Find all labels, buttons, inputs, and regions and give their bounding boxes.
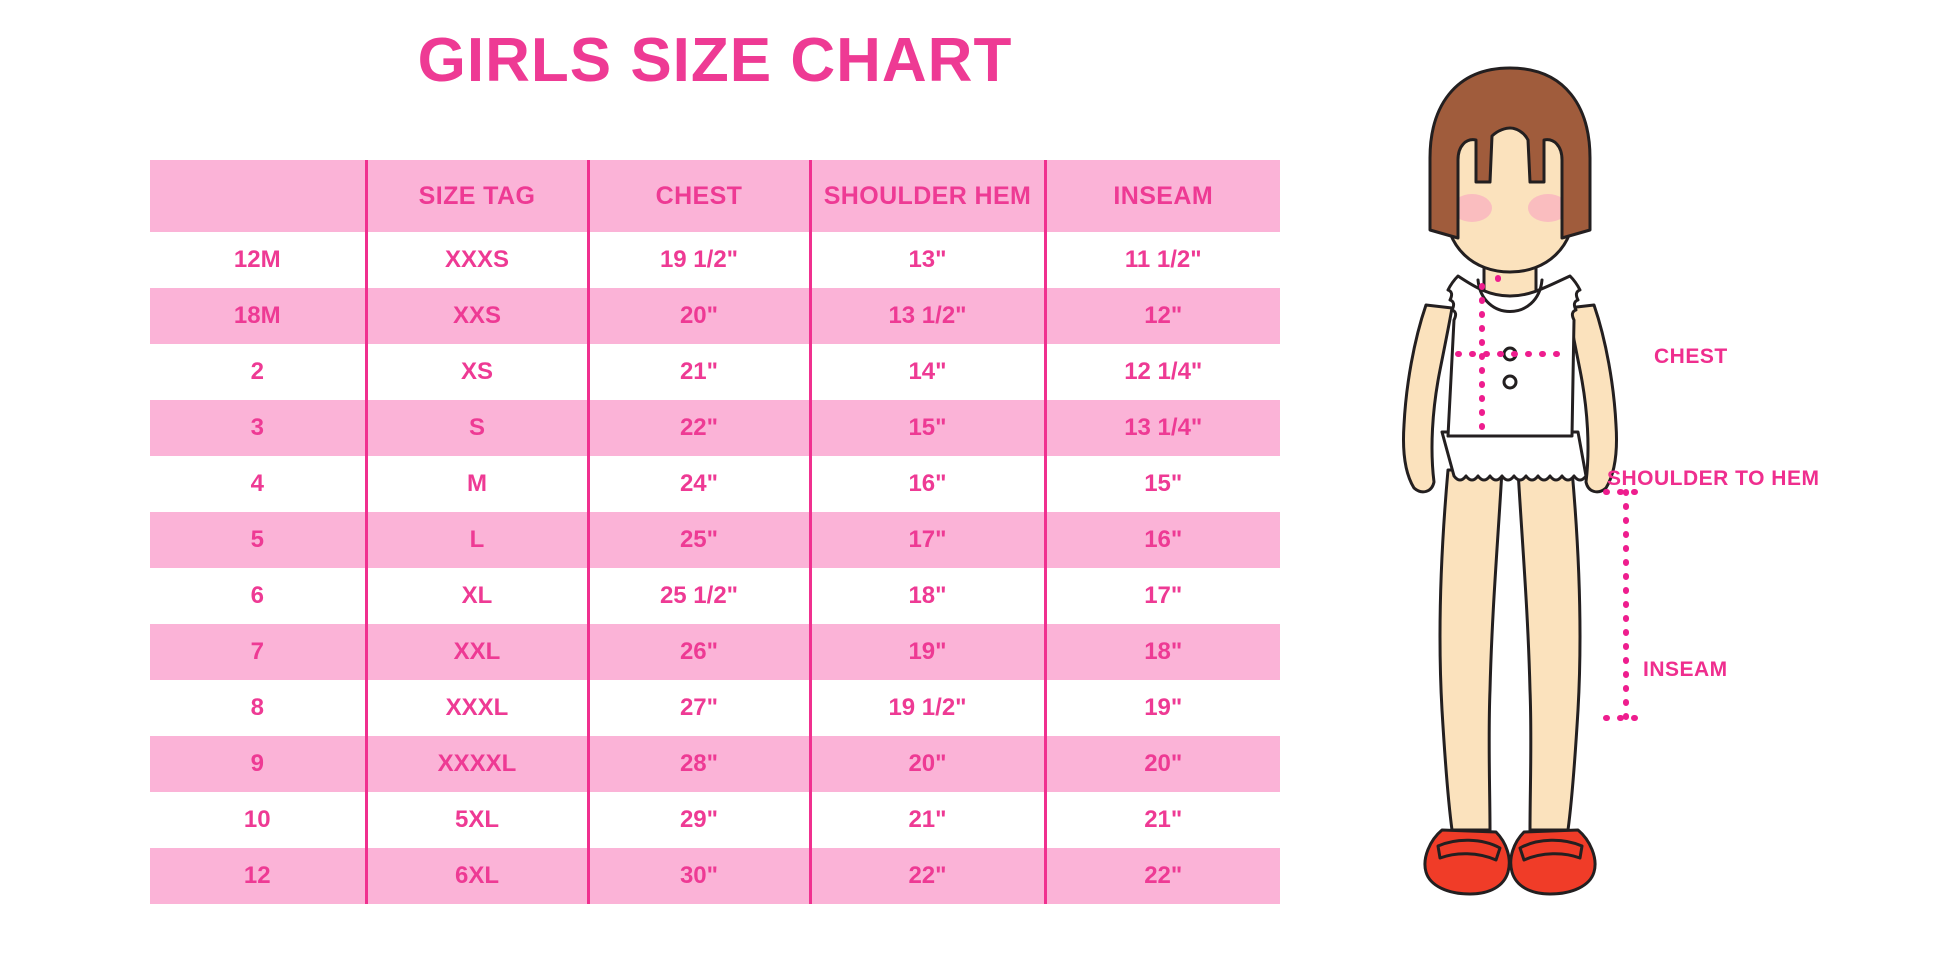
cell-size-tag: XXL bbox=[364, 624, 588, 680]
left-cheek bbox=[1452, 194, 1492, 222]
callout-label-shoulder-to-hem: SHOULDER TO HEM bbox=[1607, 467, 1820, 490]
cell-size-tag: M bbox=[364, 456, 588, 512]
cell-inseam: 15" bbox=[1043, 456, 1280, 512]
page-title: GIRLS SIZE CHART bbox=[417, 26, 1013, 95]
table-row: 7 XXL 26" 19" 18" bbox=[150, 624, 1280, 680]
size-chart-table: SIZE TAG CHEST SHOULDER HEM INSEAM 12M X… bbox=[150, 160, 1280, 904]
callout-label-inseam: INSEAM bbox=[1643, 658, 1728, 681]
cell-size-tag: L bbox=[364, 512, 588, 568]
callout-label-chest: CHEST bbox=[1654, 345, 1728, 368]
table-header-row: SIZE TAG CHEST SHOULDER HEM INSEAM bbox=[150, 160, 1280, 232]
cell-inseam: 20" bbox=[1043, 736, 1280, 792]
cell-inseam: 19" bbox=[1043, 680, 1280, 736]
cell-inseam: 12 1/4" bbox=[1043, 344, 1280, 400]
cell-inseam: 13 1/4" bbox=[1043, 400, 1280, 456]
button-lower bbox=[1502, 374, 1518, 390]
table-row: 9 XXXXL 28" 20" 20" bbox=[150, 736, 1280, 792]
cell-shoulder-hem: 18" bbox=[808, 568, 1045, 624]
cell-chest: 25 1/2" bbox=[586, 568, 810, 624]
neckline bbox=[1476, 278, 1544, 313]
cell-size: 9 bbox=[150, 736, 366, 792]
column-header-size bbox=[150, 160, 366, 232]
cell-size: 4 bbox=[150, 456, 366, 512]
cell-chest: 25" bbox=[586, 512, 810, 568]
cell-shoulder-hem: 21" bbox=[808, 792, 1045, 848]
table-row: 6 XL 25 1/2" 18" 17" bbox=[150, 568, 1280, 624]
left-leg bbox=[1438, 468, 1504, 832]
table-row: 10 5XL 29" 21" 21" bbox=[150, 792, 1280, 848]
table-row: 3 S 22" 15" 13 1/4" bbox=[150, 400, 1280, 456]
cell-shoulder-hem: 20" bbox=[808, 736, 1045, 792]
cell-size-tag: XXS bbox=[364, 288, 588, 344]
cell-inseam: 18" bbox=[1043, 624, 1280, 680]
cell-size-tag: 6XL bbox=[364, 848, 588, 904]
cell-size-tag: XS bbox=[364, 344, 588, 400]
cell-inseam: 16" bbox=[1043, 512, 1280, 568]
cell-size-tag: XL bbox=[364, 568, 588, 624]
cell-shoulder-hem: 13" bbox=[808, 232, 1045, 288]
cell-shoulder-hem: 19" bbox=[808, 624, 1045, 680]
column-header-shoulder-hem: SHOULDER HEM bbox=[808, 160, 1045, 232]
cell-size: 2 bbox=[150, 344, 366, 400]
cell-chest: 22" bbox=[586, 400, 810, 456]
cell-size: 12 bbox=[150, 848, 366, 904]
cell-size: 18M bbox=[150, 288, 366, 344]
table-row: 8 XXXL 27" 19 1/2" 19" bbox=[150, 680, 1280, 736]
column-header-inseam: INSEAM bbox=[1043, 160, 1280, 232]
cell-shoulder-hem: 13 1/2" bbox=[808, 288, 1045, 344]
cell-chest: 30" bbox=[586, 848, 810, 904]
column-header-chest: CHEST bbox=[586, 160, 810, 232]
table-row: 5 L 25" 17" 16" bbox=[150, 512, 1280, 568]
table-row: 18M XXS 20" 13 1/2" 12" bbox=[150, 288, 1280, 344]
table-row: 4 M 24" 16" 15" bbox=[150, 456, 1280, 512]
cell-shoulder-hem: 22" bbox=[808, 848, 1045, 904]
cell-chest: 27" bbox=[586, 680, 810, 736]
cell-chest: 26" bbox=[586, 624, 810, 680]
cell-inseam: 17" bbox=[1043, 568, 1280, 624]
cell-size: 7 bbox=[150, 624, 366, 680]
cell-inseam: 11 1/2" bbox=[1043, 232, 1280, 288]
cell-chest: 28" bbox=[586, 736, 810, 792]
cell-size: 12M bbox=[150, 232, 366, 288]
cell-chest: 24" bbox=[586, 456, 810, 512]
cell-size: 5 bbox=[150, 512, 366, 568]
cell-inseam: 22" bbox=[1043, 848, 1280, 904]
hair bbox=[1428, 66, 1592, 240]
cell-size: 6 bbox=[150, 568, 366, 624]
cell-inseam: 21" bbox=[1043, 792, 1280, 848]
cell-shoulder-hem: 15" bbox=[808, 400, 1045, 456]
left-arm bbox=[1402, 303, 1454, 494]
cell-shoulder-hem: 19 1/2" bbox=[808, 680, 1045, 736]
cell-shoulder-hem: 17" bbox=[808, 512, 1045, 568]
cell-size-tag: XXXL bbox=[364, 680, 588, 736]
table-row: 12 6XL 30" 22" 22" bbox=[150, 848, 1280, 904]
cell-size-tag: S bbox=[364, 400, 588, 456]
cell-size-tag: XXXS bbox=[364, 232, 588, 288]
cell-chest: 21" bbox=[586, 344, 810, 400]
right-leg bbox=[1516, 468, 1582, 832]
cell-chest: 19 1/2" bbox=[586, 232, 810, 288]
right-arm bbox=[1566, 303, 1618, 494]
cell-shoulder-hem: 16" bbox=[808, 456, 1045, 512]
cell-chest: 29" bbox=[586, 792, 810, 848]
table-row: 12M XXXS 19 1/2" 13" 11 1/2" bbox=[150, 232, 1280, 288]
cell-inseam: 12" bbox=[1043, 288, 1280, 344]
cell-size-tag: 5XL bbox=[364, 792, 588, 848]
cell-chest: 20" bbox=[586, 288, 810, 344]
cell-shoulder-hem: 14" bbox=[808, 344, 1045, 400]
right-cheek bbox=[1528, 194, 1568, 222]
cell-size: 8 bbox=[150, 680, 366, 736]
girl-figure-illustration bbox=[1330, 40, 1690, 940]
cell-size-tag: XXXXL bbox=[364, 736, 588, 792]
cell-size: 10 bbox=[150, 792, 366, 848]
cell-size: 3 bbox=[150, 400, 366, 456]
column-header-size-tag: SIZE TAG bbox=[364, 160, 588, 232]
skirt bbox=[1440, 430, 1588, 482]
table-row: 2 XS 21" 14" 12 1/4" bbox=[150, 344, 1280, 400]
right-shoe-strap bbox=[1518, 838, 1584, 862]
left-shoe-strap bbox=[1436, 838, 1502, 862]
